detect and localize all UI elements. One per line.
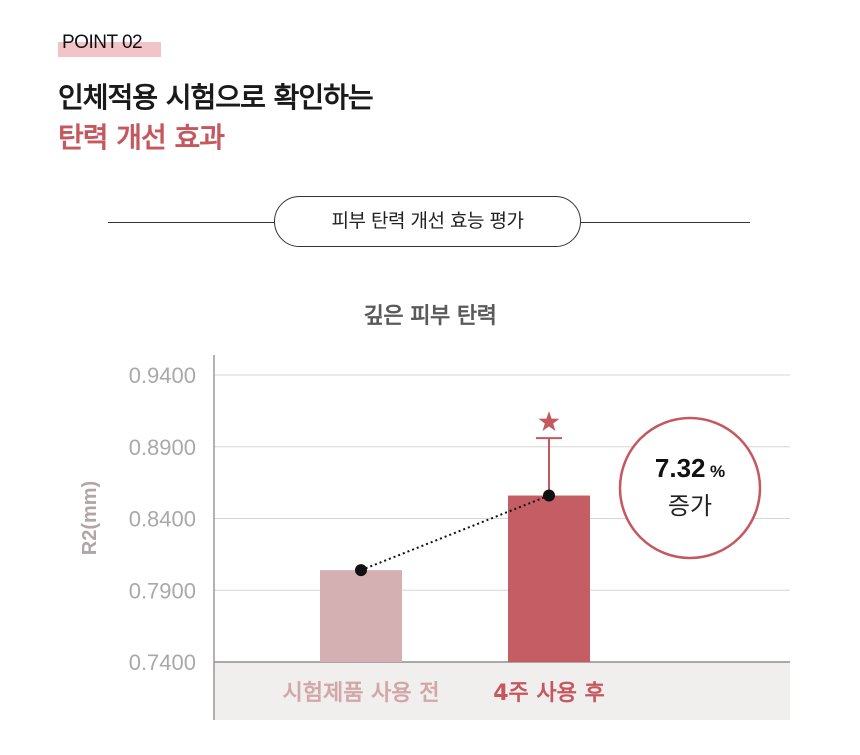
- section-divider-left: [108, 222, 275, 223]
- y-tick-label: 0.8400: [129, 507, 196, 532]
- y-axis-label: R2(mm): [79, 481, 101, 555]
- increase-callout: 7.32 % 증가: [618, 416, 762, 560]
- callout-value-group: 7.32 %: [655, 453, 725, 483]
- headline-line-2: 탄력 개선 효과: [58, 121, 225, 154]
- data-points: [355, 489, 555, 577]
- category-band: [214, 662, 790, 720]
- bar: [508, 495, 590, 662]
- headline: 인체적용 시험으로 확인하는 탄력 개선 효과: [58, 78, 374, 158]
- star-icon: [538, 411, 560, 432]
- section-divider-right: [580, 222, 750, 223]
- chart-title: 깊은 피부 탄력: [363, 304, 497, 329]
- y-tick-label: 0.9400: [129, 363, 196, 388]
- error-bars: [536, 437, 562, 496]
- callout-value: 7.32: [655, 453, 706, 483]
- x-category-label: 4주 사용 후: [493, 681, 605, 706]
- y-tick-labels: 0.9400 0.8900 0.8400 0.7900 0.7400: [129, 363, 196, 675]
- point-badge: POINT 02: [58, 30, 161, 57]
- headline-line-1: 인체적용 시험으로 확인하는: [58, 81, 374, 114]
- callout-label: 증가: [668, 492, 712, 520]
- x-category-label: 시험제품 사용 전: [283, 680, 440, 706]
- section-label-pill: 피부 탄력 개선 효능 평가: [274, 196, 581, 247]
- bar: [320, 570, 402, 662]
- trend-line: [360, 494, 550, 572]
- significance-markers: [538, 411, 560, 432]
- y-tick-label: 0.7900: [129, 578, 196, 603]
- badge-label: POINT 02: [62, 32, 143, 53]
- callout-circle: [618, 416, 762, 560]
- x-category-labels: 시험제품 사용 전 4주 사용 후: [283, 680, 605, 706]
- bars: [320, 495, 590, 662]
- badge-highlight: [58, 42, 161, 57]
- data-point: [543, 489, 555, 502]
- y-tick-label: 0.7400: [129, 650, 196, 675]
- callout-unit: %: [710, 462, 725, 481]
- data-point: [355, 564, 367, 577]
- y-tick-label: 0.8900: [129, 435, 196, 460]
